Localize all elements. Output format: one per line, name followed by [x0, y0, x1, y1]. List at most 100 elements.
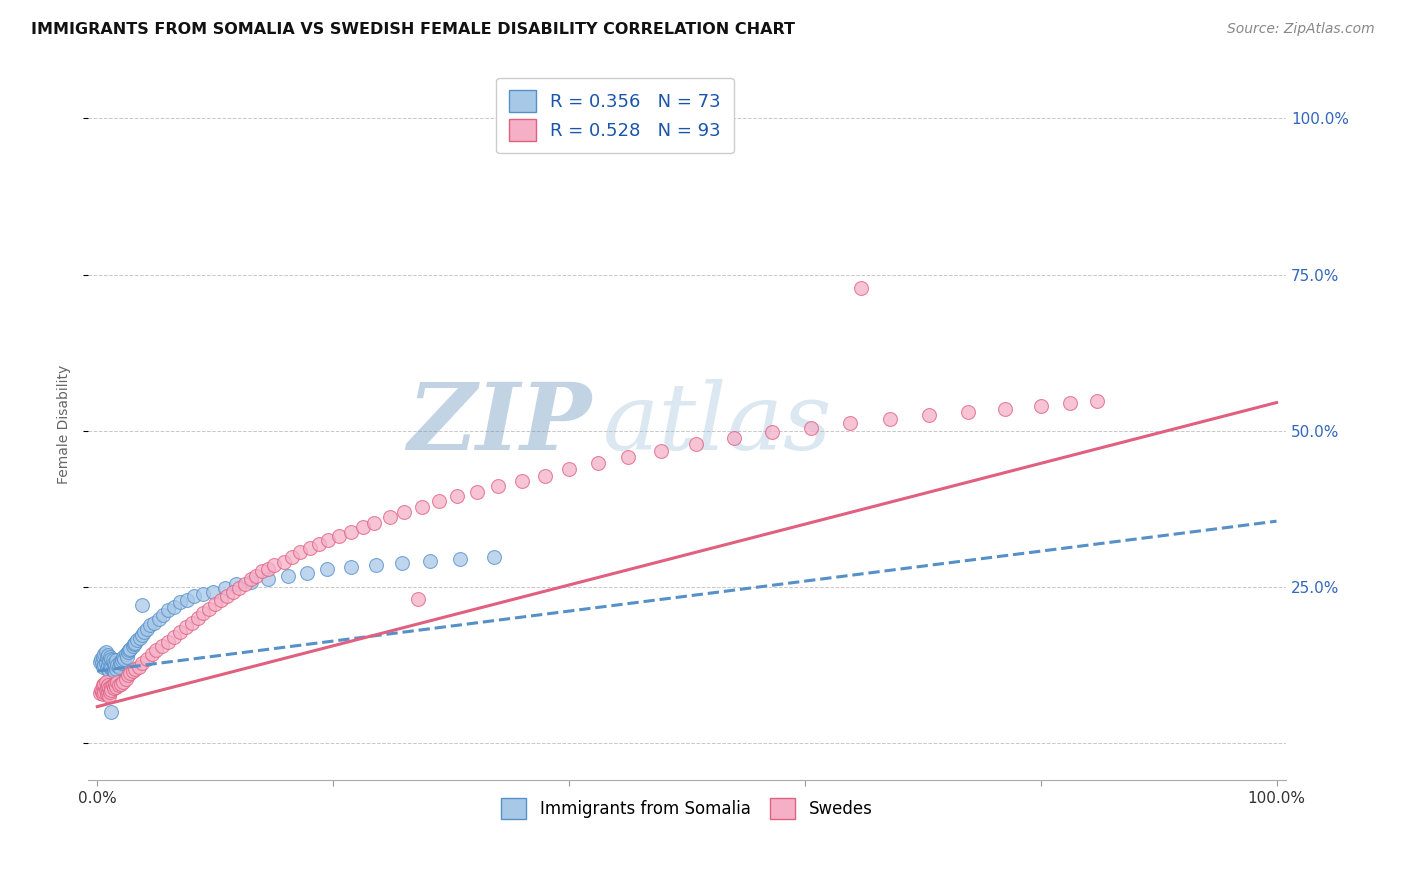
- Point: [215, 589, 238, 603]
- Point: [98, 681, 121, 695]
- Point: [90, 682, 112, 697]
- Point: [277, 568, 299, 582]
- Point: [103, 681, 125, 695]
- Point: [97, 678, 120, 692]
- Point: [104, 676, 127, 690]
- Point: [135, 651, 157, 665]
- Point: [352, 520, 374, 534]
- Point: [105, 674, 128, 689]
- Point: [318, 533, 340, 547]
- Point: [112, 651, 135, 665]
- Point: [117, 668, 139, 682]
- Point: [392, 505, 415, 519]
- Point: [204, 597, 226, 611]
- Text: IMMIGRANTS FROM SOMALIA VS SWEDISH FEMALE DISABILITY CORRELATION CHART: IMMIGRANTS FROM SOMALIA VS SWEDISH FEMAL…: [31, 22, 794, 37]
- Point: [273, 555, 295, 569]
- Point: [1085, 393, 1108, 408]
- Point: [101, 678, 124, 692]
- Point: [186, 611, 208, 625]
- Point: [124, 662, 146, 676]
- Point: [588, 456, 610, 470]
- Point: [450, 551, 472, 566]
- Point: [486, 478, 509, 492]
- Point: [427, 493, 450, 508]
- Point: [406, 592, 429, 607]
- Point: [98, 689, 121, 703]
- Point: [105, 653, 128, 667]
- Point: [363, 516, 385, 530]
- Point: [114, 647, 136, 661]
- Point: [100, 680, 122, 694]
- Point: [108, 655, 131, 669]
- Point: [135, 622, 157, 636]
- Point: [225, 576, 247, 591]
- Point: [838, 416, 860, 430]
- Point: [112, 674, 135, 689]
- Point: [100, 682, 122, 697]
- Legend: Immigrants from Somalia, Swedes: Immigrants from Somalia, Swedes: [495, 792, 879, 825]
- Point: [110, 676, 132, 690]
- Point: [118, 643, 141, 657]
- Point: [152, 607, 174, 622]
- Point: [98, 649, 121, 664]
- Point: [145, 643, 167, 657]
- Text: ZIP: ZIP: [406, 379, 591, 469]
- Point: [391, 556, 413, 570]
- Point: [157, 603, 180, 617]
- Point: [103, 664, 125, 678]
- Point: [180, 615, 202, 630]
- Point: [142, 615, 165, 630]
- Point: [228, 581, 250, 595]
- Point: [956, 405, 979, 419]
- Point: [98, 684, 121, 698]
- Point: [91, 656, 114, 670]
- Point: [510, 474, 533, 488]
- Point: [117, 645, 139, 659]
- Point: [139, 618, 162, 632]
- Point: [298, 541, 321, 555]
- Point: [107, 659, 129, 673]
- Point: [91, 687, 114, 701]
- Text: Source: ZipAtlas.com: Source: ZipAtlas.com: [1227, 22, 1375, 37]
- Point: [91, 678, 114, 692]
- Point: [94, 656, 117, 670]
- Point: [104, 665, 127, 680]
- Point: [288, 545, 311, 559]
- Point: [1029, 399, 1052, 413]
- Point: [169, 595, 191, 609]
- Point: [340, 559, 363, 574]
- Point: [201, 584, 224, 599]
- Point: [101, 662, 124, 676]
- Point: [96, 661, 118, 675]
- Point: [105, 662, 128, 676]
- Text: atlas: atlas: [603, 379, 832, 469]
- Point: [239, 574, 262, 589]
- Point: [308, 537, 330, 551]
- Point: [128, 659, 150, 673]
- Point: [174, 620, 197, 634]
- Point: [131, 599, 153, 613]
- Point: [534, 468, 557, 483]
- Point: [93, 684, 115, 698]
- Point: [183, 589, 205, 603]
- Point: [112, 649, 135, 664]
- Point: [340, 524, 363, 539]
- Point: [800, 420, 823, 434]
- Point: [104, 657, 127, 672]
- Point: [97, 684, 120, 698]
- Point: [124, 636, 146, 650]
- Point: [193, 606, 215, 620]
- Point: [163, 630, 186, 644]
- Point: [1059, 395, 1081, 409]
- Point: [761, 425, 783, 439]
- Point: [233, 576, 256, 591]
- Point: [96, 687, 118, 701]
- Point: [295, 566, 318, 580]
- Point: [115, 649, 138, 664]
- Point: [103, 656, 125, 670]
- Point: [89, 655, 111, 669]
- Point: [411, 500, 433, 514]
- Point: [96, 680, 118, 694]
- Point: [131, 656, 153, 670]
- Point: [148, 612, 170, 626]
